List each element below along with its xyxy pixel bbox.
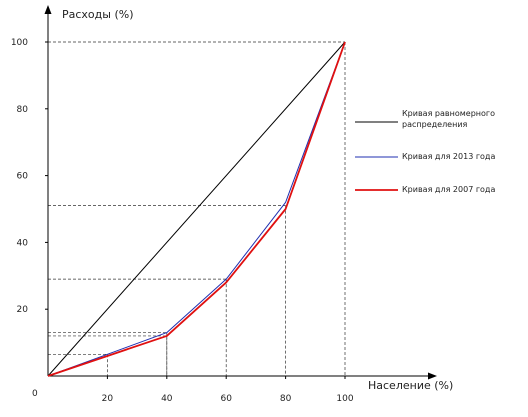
reference-lines [48, 41, 346, 376]
y-tick-label: 40 [17, 238, 29, 248]
y-tick-label: 20 [17, 305, 29, 315]
x-tick-label: 80 [280, 394, 292, 404]
series-line-0 [47, 41, 346, 377]
x-axis-arrow [428, 372, 437, 380]
axes [44, 5, 437, 380]
series-line-2 [47, 41, 346, 377]
tick-labels: 20 40 60 80 100 20 40 60 80 100 [11, 38, 354, 404]
legend: Кривая равномерного распределения Кривая д… [355, 109, 495, 194]
x-tick-label: 20 [102, 394, 114, 404]
y-tick-label: 60 [17, 172, 29, 182]
x-tick-label: 60 [220, 394, 232, 404]
y-axis-arrow [44, 5, 52, 14]
legend-label-1: Кривая для 2013 года [402, 152, 495, 161]
origin-label: 0 [32, 389, 38, 399]
y-axis-title: Расходы (%) [62, 8, 133, 21]
x-tick-label: 40 [161, 394, 173, 404]
x-tick-label: 100 [336, 394, 353, 404]
legend-label-0: Кривая равномерного распределения [402, 109, 495, 129]
x-axis-title: Население (%) [368, 379, 453, 392]
y-tick-label: 100 [11, 38, 28, 48]
series-line-1 [47, 41, 346, 377]
y-tick-label: 80 [17, 105, 29, 115]
series-lines [47, 41, 346, 377]
legend-label-2: Кривая для 2007 года [402, 185, 495, 194]
